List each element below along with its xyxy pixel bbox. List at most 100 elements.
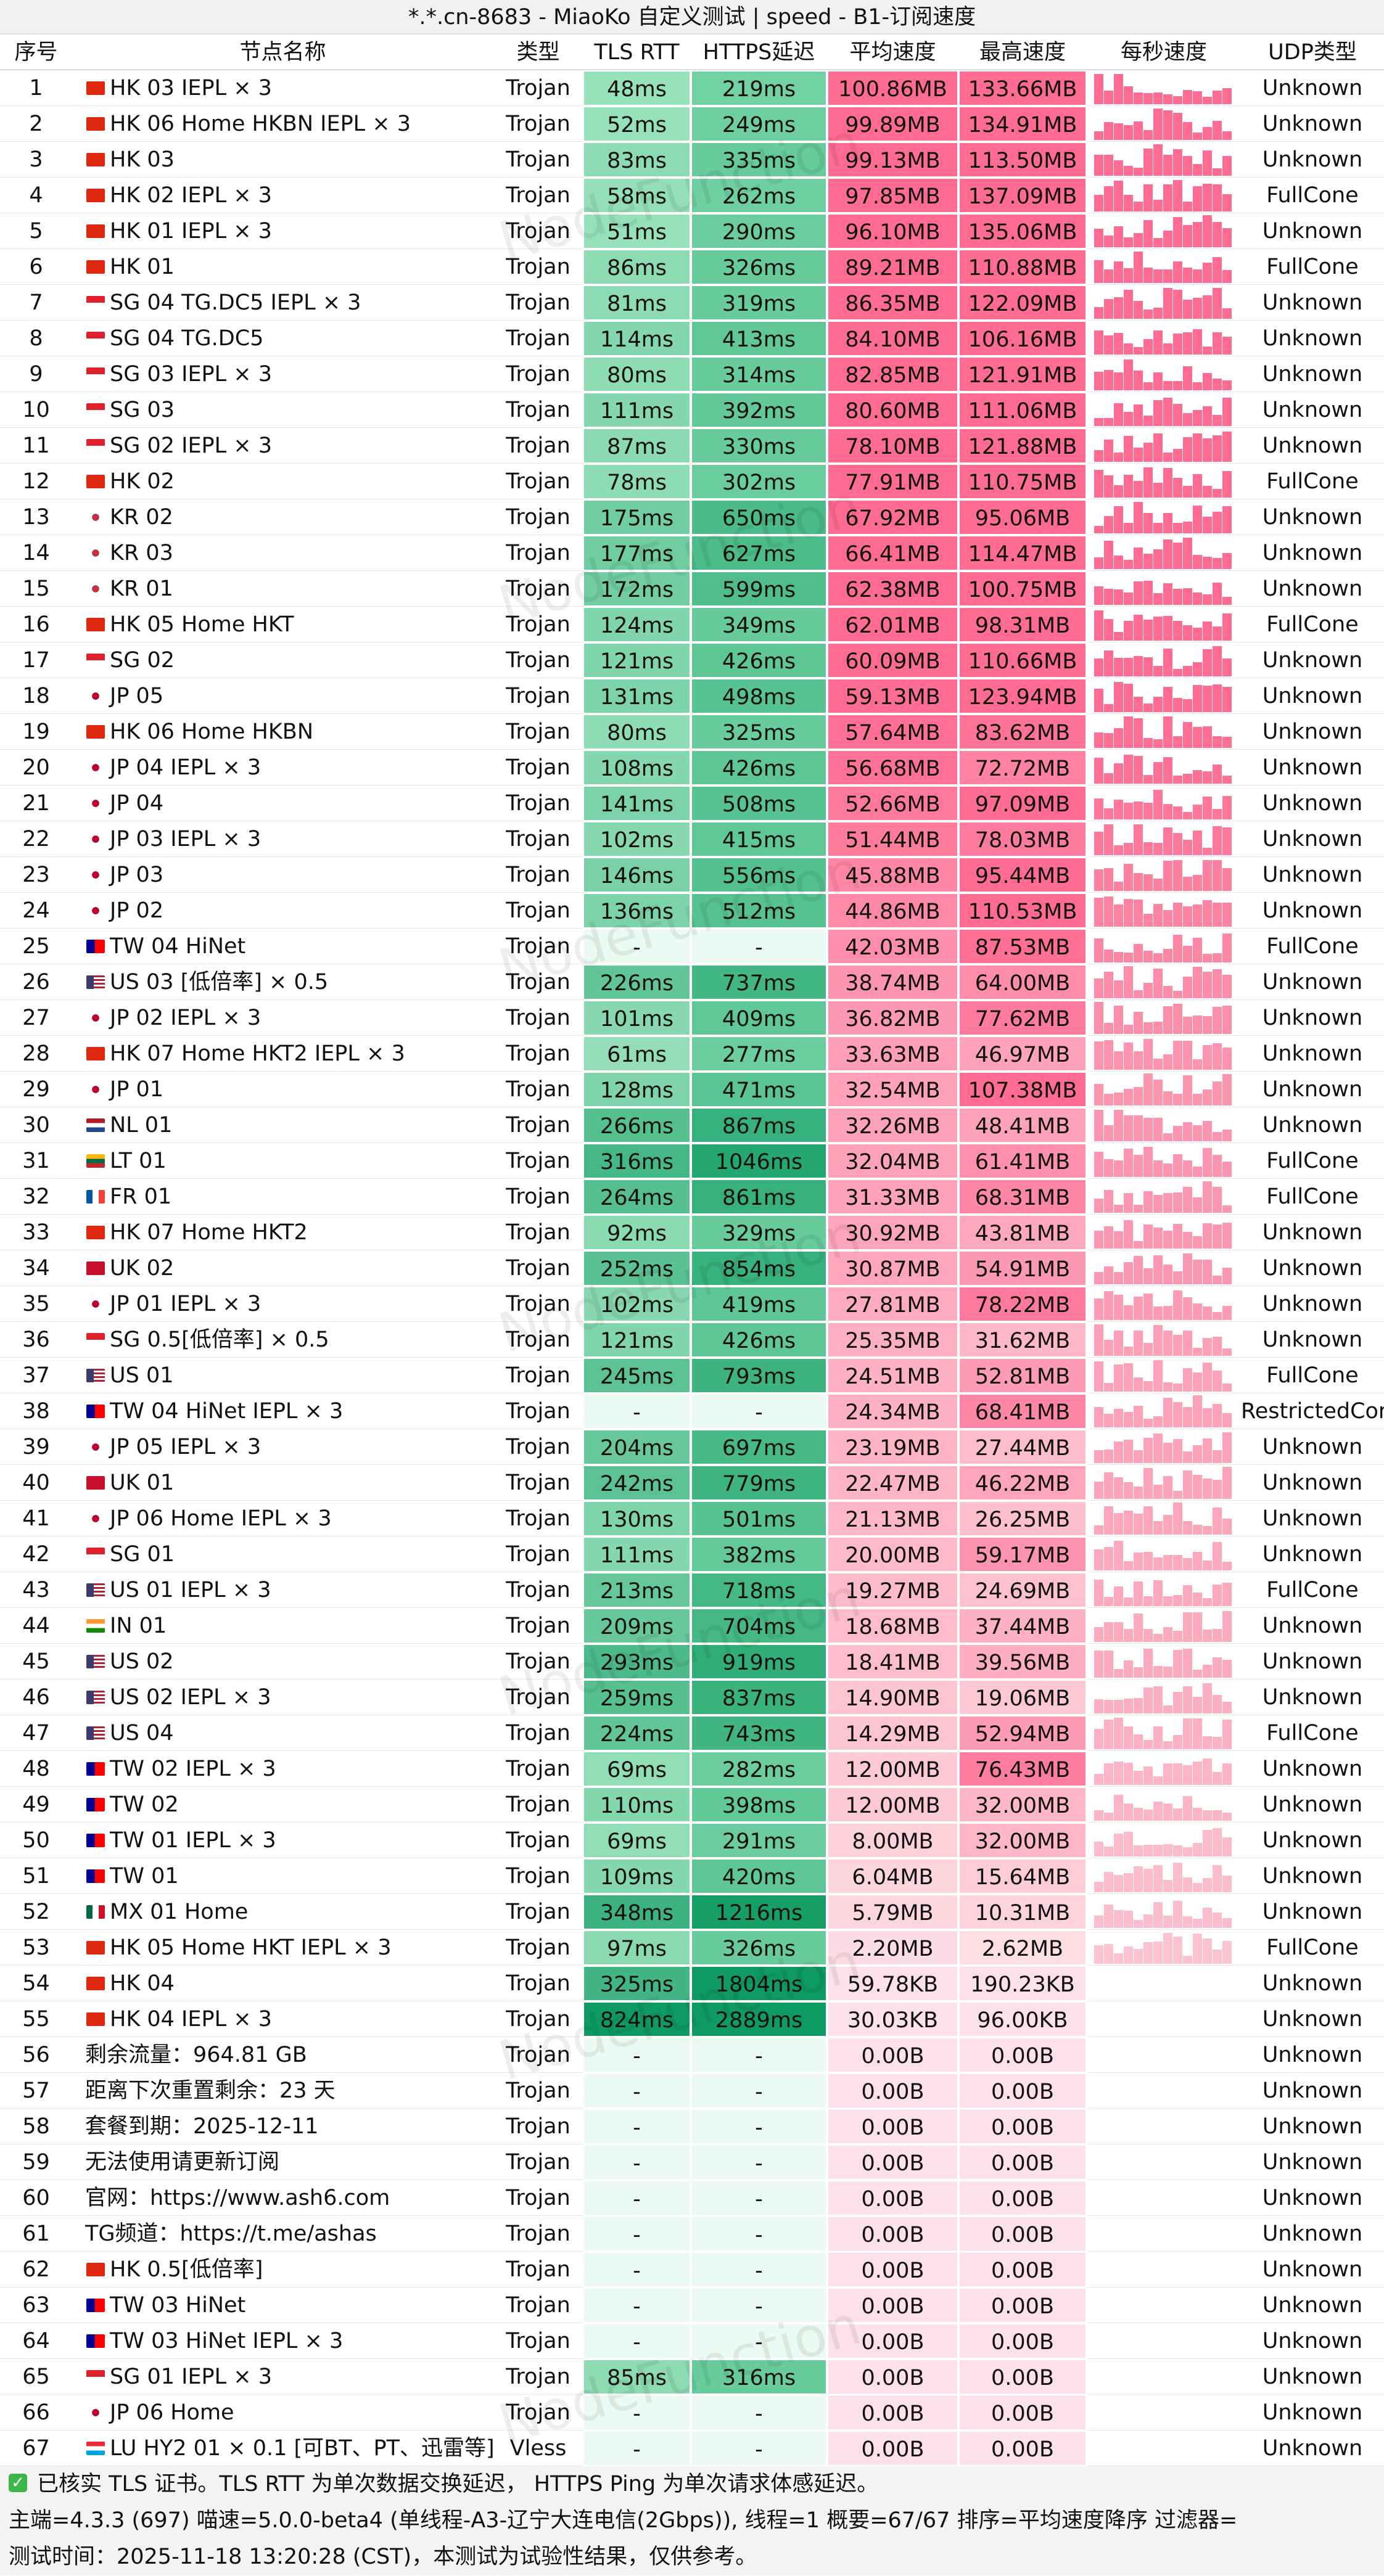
per-second-cell bbox=[1087, 2359, 1241, 2395]
speed-bar bbox=[1203, 1181, 1212, 1213]
speed-bar bbox=[1134, 371, 1143, 390]
per-second-cell bbox=[1087, 929, 1241, 964]
node-name: JP 04 bbox=[72, 786, 493, 821]
speed-bar bbox=[1134, 1581, 1143, 1606]
protocol: Trojan bbox=[493, 392, 583, 428]
speed-bar bbox=[1213, 257, 1222, 283]
per-second-cell bbox=[1087, 1465, 1241, 1501]
speed-bar bbox=[1222, 131, 1232, 140]
speed-bar bbox=[1193, 91, 1202, 104]
tls-rtt: - bbox=[583, 2252, 691, 2287]
speed-bar bbox=[1222, 1519, 1232, 1535]
speed-bar bbox=[1222, 432, 1232, 462]
speed-bar bbox=[1153, 1059, 1163, 1070]
protocol: Trojan bbox=[493, 1107, 583, 1143]
speed-bar bbox=[1213, 121, 1222, 140]
udp-type: FullCone bbox=[1241, 1572, 1384, 1608]
tls-rtt: 110ms bbox=[583, 1787, 691, 1823]
speed-bar bbox=[1124, 1305, 1133, 1320]
speed-bar bbox=[1094, 1882, 1103, 1892]
speed-bar bbox=[1153, 904, 1163, 927]
node-name: SG 02 IEPL × 3 bbox=[72, 428, 493, 464]
node-name: US 01 bbox=[72, 1358, 493, 1393]
speed-bar bbox=[1134, 802, 1143, 819]
speed-bar bbox=[1173, 1126, 1182, 1141]
flag-icon bbox=[86, 1548, 105, 1561]
udp-type: Unknown bbox=[1241, 2216, 1384, 2252]
speed-bar bbox=[1143, 1118, 1153, 1141]
speed-bar bbox=[1124, 1043, 1133, 1070]
speed-bar bbox=[1114, 160, 1123, 176]
speed-bar bbox=[1222, 1837, 1232, 1856]
speed-bar bbox=[1143, 1629, 1153, 1642]
row-index: 45 bbox=[0, 1644, 72, 1680]
speed-bar bbox=[1163, 910, 1172, 927]
speed-bar bbox=[1143, 738, 1153, 748]
https-latency: 743ms bbox=[691, 1715, 827, 1751]
speed-bar bbox=[1104, 475, 1113, 498]
speed-bar bbox=[1104, 950, 1113, 962]
per-second-cell bbox=[1087, 1608, 1241, 1644]
avg-speed: 38.74MB bbox=[827, 964, 958, 1000]
flag-icon bbox=[86, 1905, 105, 1919]
row-index: 8 bbox=[0, 321, 72, 356]
protocol: Trojan bbox=[493, 821, 583, 857]
speed-bar bbox=[1104, 1622, 1113, 1642]
speed-bar bbox=[1094, 1945, 1103, 1964]
speed-bar bbox=[1153, 1776, 1163, 1785]
speed-bar bbox=[1222, 270, 1232, 283]
flag-icon bbox=[86, 1798, 105, 1811]
speed-bar bbox=[1163, 649, 1172, 676]
speed-bar bbox=[1104, 824, 1113, 855]
speed-bar bbox=[1213, 1081, 1222, 1105]
speed-bar bbox=[1213, 168, 1222, 176]
udp-type: Unknown bbox=[1241, 2001, 1384, 2037]
speed-bar bbox=[1203, 1408, 1212, 1427]
speed-bar bbox=[1203, 848, 1212, 855]
speed-bar bbox=[1114, 904, 1123, 927]
avg-speed: 24.51MB bbox=[827, 1358, 958, 1393]
speed-bar bbox=[1183, 90, 1192, 104]
flag-icon bbox=[86, 1440, 105, 1454]
speed-bar bbox=[1213, 1828, 1222, 1856]
speed-bar bbox=[1163, 1844, 1172, 1856]
speed-bar bbox=[1183, 1686, 1192, 1713]
speed-bar bbox=[1153, 1360, 1163, 1392]
speed-bar bbox=[1173, 698, 1182, 712]
speed-bar bbox=[1213, 1657, 1222, 1678]
max-speed: 121.91MB bbox=[958, 356, 1087, 392]
speed-bar bbox=[1104, 269, 1113, 283]
protocol: Trojan bbox=[493, 1072, 583, 1107]
row-index: 15 bbox=[0, 571, 72, 607]
speed-bar bbox=[1094, 74, 1103, 104]
https-latency: 2889ms bbox=[691, 2001, 827, 2037]
speed-bar bbox=[1094, 832, 1103, 855]
speed-bar bbox=[1213, 1950, 1222, 1964]
speed-bar bbox=[1193, 1445, 1202, 1463]
speed-bar bbox=[1114, 372, 1123, 390]
speed-bar bbox=[1163, 1627, 1172, 1642]
protocol: Trojan bbox=[493, 2037, 583, 2073]
speed-bar bbox=[1104, 1125, 1113, 1141]
flag-icon bbox=[86, 582, 105, 596]
node-name: HK 03 IEPL × 3 bbox=[72, 70, 493, 106]
per-second-cell bbox=[1087, 1536, 1241, 1572]
speed-bar bbox=[1143, 1073, 1153, 1105]
max-speed: 78.03MB bbox=[958, 821, 1087, 857]
row-index: 16 bbox=[0, 607, 72, 642]
speed-bar bbox=[1222, 1611, 1232, 1642]
node-name: HK 06 Home HKBN bbox=[72, 714, 493, 750]
speed-bar bbox=[1222, 1432, 1232, 1463]
node-name: JP 02 IEPL × 3 bbox=[72, 1000, 493, 1036]
protocol: Trojan bbox=[493, 1179, 583, 1215]
speed-bar bbox=[1203, 1598, 1212, 1606]
tls-rtt: 316ms bbox=[583, 1143, 691, 1179]
max-speed: 97.09MB bbox=[958, 786, 1087, 821]
speed-bar bbox=[1134, 1667, 1143, 1678]
speed-bar bbox=[1124, 1629, 1133, 1642]
speed-bar bbox=[1173, 1735, 1182, 1749]
per-second-cell bbox=[1087, 1036, 1241, 1072]
speed-bar bbox=[1163, 1306, 1172, 1320]
speed-bar bbox=[1183, 522, 1192, 533]
speed-bar bbox=[1114, 1586, 1123, 1606]
